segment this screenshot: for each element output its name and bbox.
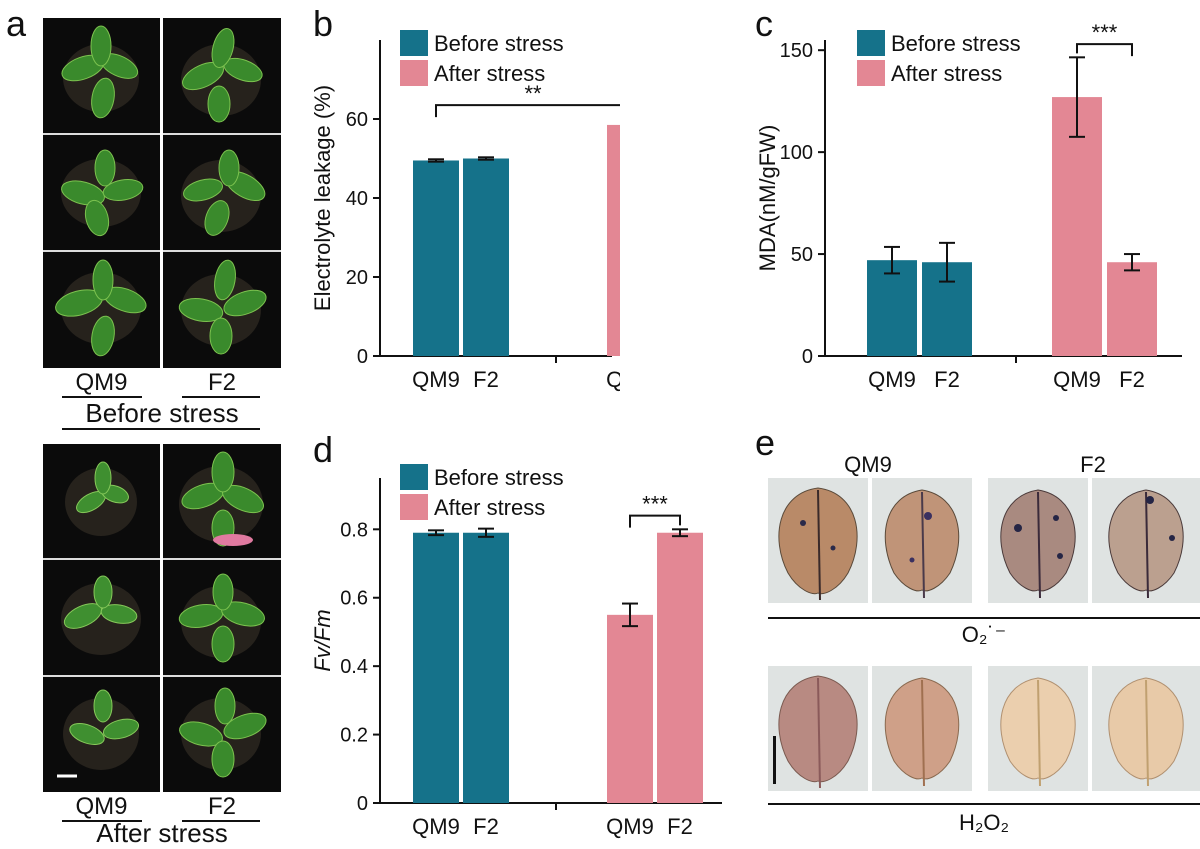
bar [1052, 97, 1102, 357]
x-tick-label: F2 [473, 367, 499, 392]
caption-qm9-bottom: QM9 [75, 793, 128, 820]
y-tick-label: 40 [346, 188, 368, 210]
y-tick-label: 150 [780, 40, 813, 62]
x-tick-label: QM9 [412, 367, 460, 392]
legend-label: Before stress [891, 31, 1021, 56]
leaf-o2-f2-1 [988, 478, 1088, 603]
panel-label-a: a [6, 3, 27, 44]
y-axis-label: Fv/Fm [310, 609, 335, 671]
legend-swatch [400, 494, 428, 520]
y-tick-label: 50 [791, 244, 813, 266]
legend-swatch [400, 30, 428, 56]
legend-label: After stress [434, 61, 545, 86]
significance-bracket [435, 104, 620, 118]
legend-label: After stress [891, 61, 1002, 86]
caption-f2-top: F2 [207, 369, 236, 396]
x-tick-label: F2 [1119, 367, 1145, 392]
panel-label-e: e [755, 422, 776, 463]
legend-swatch [857, 60, 885, 86]
legend-swatch [400, 464, 428, 490]
photo-qm9-before [43, 18, 160, 368]
caption-before-stress: Before stress [85, 398, 239, 428]
y-axis-label: Electrolyte leakage (%) [310, 85, 335, 311]
legend-swatch [400, 60, 428, 86]
underline-f2-top [182, 396, 260, 398]
significance-label: *** [642, 492, 668, 517]
panel-label-b: b [313, 3, 334, 44]
stain-label-h2o2: H₂O₂ [958, 810, 1010, 835]
y-tick-label: 0 [357, 346, 368, 368]
y-tick-label: 60 [346, 109, 368, 131]
underline-before-stress [62, 428, 260, 430]
x-tick-label: QM9 [606, 814, 654, 839]
x-tick-label: QM9 [1053, 367, 1101, 392]
y-tick-label: 20 [346, 267, 368, 289]
underline-h2o2 [768, 803, 1200, 805]
leaf-o2-qm9-1 [768, 478, 868, 603]
legend-swatch [857, 30, 885, 56]
y-tick-label: 0.2 [340, 725, 368, 747]
photo-f2-after [163, 444, 281, 792]
leaf-h2o2-qm9-2 [872, 666, 972, 791]
y-tick-label: 0 [357, 793, 368, 815]
significance-bracket [629, 514, 681, 528]
y-tick-label: 0.4 [340, 656, 368, 678]
underline-qm9-bottom [62, 820, 142, 822]
photo-qm9-after [43, 444, 160, 792]
y-tick-label: 0.6 [340, 588, 368, 610]
bar [607, 614, 653, 803]
leaf-o2-qm9-2 [872, 478, 972, 603]
bar [607, 124, 620, 356]
significance-label: *** [1092, 20, 1118, 45]
x-tick-label: QM9 [868, 367, 916, 392]
chart-fv-fm: 0 0.2 0.4 0.6 0.8 Fv/Fm QM9 F2 QM9 F2 Before stres… [310, 464, 722, 839]
y-tick-label: 0.8 [340, 519, 368, 541]
significance-label: ** [524, 81, 542, 106]
leaf-h2o2-f2-1 [988, 666, 1088, 791]
bar [463, 158, 509, 356]
leaf-h2o2-f2-2 [1092, 666, 1200, 791]
bar [413, 532, 459, 803]
chart-mda: 0 50 100 150 MDA(nM/gFW) QM9 F2 QM9 F2 Before str… [755, 20, 1182, 392]
bar [463, 532, 509, 803]
underline-qm9-top [62, 396, 142, 398]
underline-o2 [768, 617, 1200, 619]
caption-f2-bottom: F2 [207, 793, 236, 820]
photo-f2-before [163, 18, 281, 368]
leaf-h2o2-qm9-1 [768, 666, 868, 791]
bar [657, 532, 703, 803]
legend-label: Before stress [434, 31, 564, 56]
x-tick-label: F2 [934, 367, 960, 392]
leaf-o2-f2-2 [1092, 478, 1200, 603]
significance-bracket [1076, 43, 1133, 57]
scale-bar-e [773, 736, 776, 784]
stain-label-o2: O₂˙⁻ [961, 622, 1007, 647]
y-tick-label: 0 [802, 346, 813, 368]
caption-after-stress: After stress [96, 818, 228, 848]
legend-label: After stress [434, 495, 545, 520]
bar [867, 260, 917, 356]
x-tick-label: QM9 [412, 814, 460, 839]
y-axis-label: MDA(nM/gFW) [755, 125, 780, 272]
panel-label-d: d [313, 429, 334, 470]
genotype-label-f2: F2 [1080, 452, 1106, 477]
underline-f2-bottom [182, 820, 260, 822]
bar [1107, 262, 1157, 356]
x-tick-label: F2 [473, 814, 499, 839]
caption-qm9-top: QM9 [75, 369, 128, 396]
panel-label-c: c [755, 3, 773, 44]
legend-label: Before stress [434, 465, 564, 490]
x-tick-label: QM9 [606, 367, 620, 392]
bar [413, 160, 459, 356]
genotype-label-qm9: QM9 [844, 452, 892, 477]
y-tick-label: 100 [780, 142, 813, 164]
x-tick-label: F2 [667, 814, 693, 839]
